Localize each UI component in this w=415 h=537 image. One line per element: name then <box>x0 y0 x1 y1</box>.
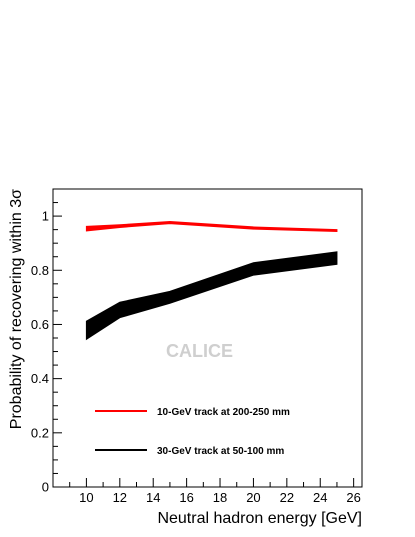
x-tick-label: 16 <box>179 490 193 505</box>
x-tick-label: 18 <box>213 490 227 505</box>
y-axis-label: Probability of recovering within 3σ <box>8 189 25 429</box>
data-series <box>85 221 338 341</box>
x-tick-label: 22 <box>280 490 294 505</box>
y-tick-label: 0.6 <box>31 317 49 332</box>
legend-label-1: 10-GeV track at 200-250 mm <box>157 407 290 418</box>
x-axis-label: Neutral hadron energy [GeV] <box>157 510 362 527</box>
x-tick-label: 24 <box>313 490 327 505</box>
x-tick-label: 14 <box>146 490 160 505</box>
axis-ticks: 10 12 14 16 18 20 22 24 26 0 0.2 0.4 0.6 0.8 1 <box>31 188 361 505</box>
series-band-1 <box>85 221 338 233</box>
x-tick-label: 20 <box>246 490 260 505</box>
x-tick-label: 10 <box>79 490 93 505</box>
y-tick-label: 1 <box>42 209 49 224</box>
y-tick-label: 0.8 <box>31 263 49 278</box>
plot-frame <box>52 188 363 488</box>
x-tick-label: 26 <box>346 490 360 505</box>
series-band-2 <box>85 251 338 341</box>
legend-label-2: 30-GeV track at 50-100 mm <box>157 446 284 457</box>
y-tick-label: 0 <box>42 480 49 495</box>
calice-watermark: CALICE <box>166 341 233 361</box>
y-tick-label: 0.4 <box>31 371 49 386</box>
y-tick-label: 0.2 <box>31 425 49 440</box>
legend: 10-GeV track at 200-250 mm 30-GeV track a… <box>95 407 290 457</box>
x-tick-label: 12 <box>113 490 127 505</box>
